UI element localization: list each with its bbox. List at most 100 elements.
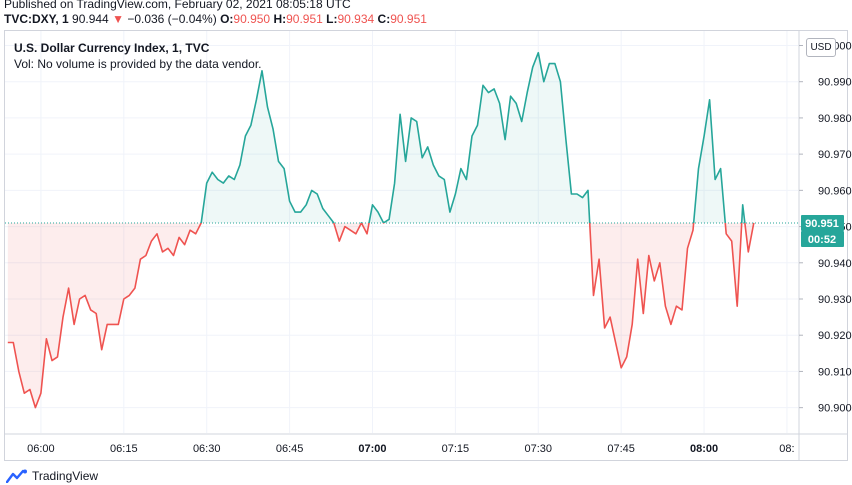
data-point (604, 327, 606, 329)
data-point (394, 182, 396, 184)
y-tick-label: 90.970 (818, 149, 852, 161)
data-point (316, 193, 318, 195)
data-point (598, 258, 600, 260)
data-point (223, 182, 225, 184)
data-point (228, 175, 230, 177)
data-point (416, 121, 418, 123)
x-tick-label: 08: (779, 443, 794, 455)
data-point (184, 244, 186, 246)
data-point (173, 255, 175, 257)
data-point (571, 193, 573, 195)
data-point (648, 255, 650, 257)
data-point (129, 295, 131, 297)
data-point (283, 168, 285, 170)
data-point (256, 99, 258, 101)
data-point (659, 262, 661, 264)
data-point (134, 287, 136, 289)
data-point (510, 95, 512, 97)
footer-brand[interactable]: TradingView (6, 468, 98, 484)
last-price: 90.944 (72, 12, 109, 26)
series-line-up (200, 51, 755, 223)
volume-note: Vol: No volume is provided by the data v… (14, 57, 262, 71)
data-point (250, 124, 252, 126)
data-point (145, 255, 147, 257)
data-point (714, 179, 716, 181)
data-point (736, 305, 738, 307)
currency-button[interactable]: USD (806, 38, 836, 57)
data-point (676, 305, 678, 307)
data-point (234, 179, 236, 181)
data-point (95, 313, 97, 315)
data-point (587, 190, 589, 192)
data-point (344, 226, 346, 228)
data-point (482, 85, 484, 87)
y-tick-label: 90.980 (818, 113, 852, 125)
data-point (698, 168, 700, 170)
data-point (742, 204, 744, 206)
data-point (272, 128, 274, 130)
data-point (40, 392, 42, 394)
y-tick-label: 90.940 (818, 258, 852, 270)
data-point (637, 258, 639, 260)
data-point (51, 360, 53, 362)
x-tick-label: 08:00 (690, 443, 718, 455)
data-point (123, 298, 125, 300)
data-point (488, 92, 490, 94)
data-point (311, 190, 313, 192)
data-point (593, 295, 595, 297)
data-point (538, 52, 540, 54)
data-point (681, 309, 683, 311)
close-value: 90.951 (390, 12, 427, 26)
data-point (206, 182, 208, 184)
data-point (631, 324, 633, 326)
data-point (504, 139, 506, 141)
y-tick-label: 90.930 (818, 294, 852, 306)
data-point (460, 168, 462, 170)
y-tick-label: 90.900 (818, 403, 852, 415)
data-point (405, 161, 407, 163)
data-point (449, 211, 451, 213)
timer-badge-label: 00:52 (808, 234, 836, 246)
data-point (46, 338, 48, 340)
data-point (626, 356, 628, 358)
data-point (322, 208, 324, 210)
data-point (388, 219, 390, 221)
x-tick-label: 07:45 (607, 443, 635, 455)
y-tick-label: 90.990 (818, 77, 852, 89)
data-point (383, 222, 385, 224)
data-point (162, 251, 164, 253)
data-point (609, 316, 611, 318)
chart-frame (4, 30, 848, 461)
footer-brand-label: TradingView (32, 469, 99, 483)
data-point (328, 215, 330, 217)
data-point (333, 222, 335, 224)
area-below-baseline (7, 222, 754, 408)
data-point (410, 117, 412, 119)
price-change: −0.036 (−0.04%) (127, 12, 217, 26)
data-point (68, 287, 70, 289)
data-point (339, 240, 341, 242)
data-point (438, 175, 440, 177)
data-point (665, 305, 667, 307)
data-point (167, 248, 169, 250)
data-point (18, 371, 20, 373)
price-badge-label: 90.951 (805, 218, 839, 230)
close-label: C: (377, 12, 391, 26)
data-point (560, 81, 562, 83)
symbol-label[interactable]: TVC:DXY, 1 (4, 12, 69, 26)
data-point (521, 121, 523, 123)
data-point (106, 324, 108, 326)
data-point (670, 324, 672, 326)
data-point (366, 233, 368, 235)
data-point (703, 135, 705, 137)
data-point (24, 392, 26, 394)
x-tick-label: 07:00 (358, 443, 386, 455)
x-tick-label: 06:30 (193, 443, 221, 455)
data-point (29, 389, 31, 391)
data-point (211, 171, 213, 173)
low-label: L: (326, 12, 338, 26)
timer-badge-bg (801, 230, 844, 247)
x-tick-label: 06:15 (110, 443, 138, 455)
data-point (499, 103, 501, 105)
